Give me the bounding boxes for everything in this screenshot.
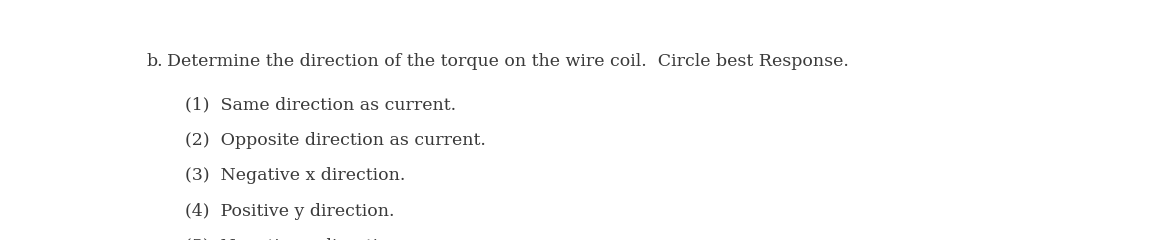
Text: (2)  Opposite direction as current.: (2) Opposite direction as current. bbox=[185, 132, 485, 149]
Text: (1)  Same direction as current.: (1) Same direction as current. bbox=[185, 96, 456, 113]
Text: (3)  Negative x direction.: (3) Negative x direction. bbox=[185, 167, 406, 184]
Text: b.: b. bbox=[146, 53, 162, 70]
Text: (5)  Negative y direction.: (5) Negative y direction. bbox=[185, 238, 406, 240]
Text: (4)  Positive y direction.: (4) Positive y direction. bbox=[185, 203, 394, 220]
Text: Determine the direction of the torque on the wire coil.  Circle best Response.: Determine the direction of the torque on… bbox=[167, 53, 849, 70]
